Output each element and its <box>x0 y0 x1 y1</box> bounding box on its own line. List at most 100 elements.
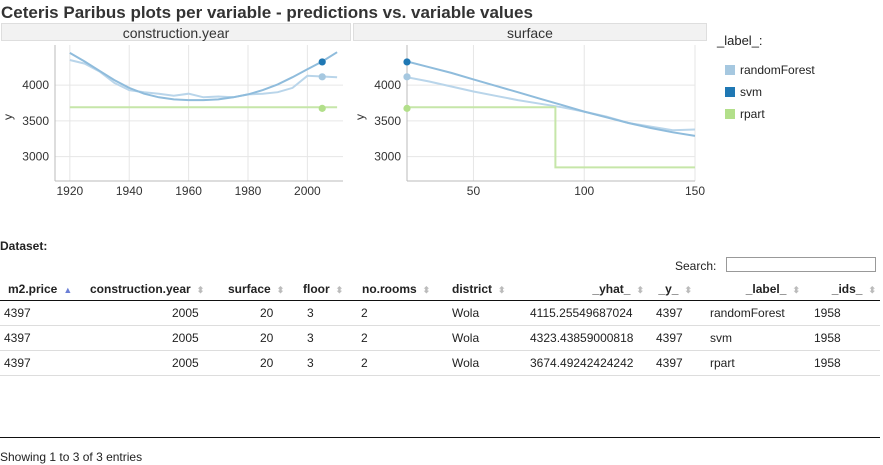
table-cell: 4397 <box>0 325 82 351</box>
x-tick-label: 1960 <box>175 184 202 198</box>
sort-both-icon: ⬍ <box>868 284 876 295</box>
chart-panel-1: 50 100 150 3000 3500 4000 y <box>353 45 705 198</box>
table-cell: 2005 <box>82 325 220 351</box>
column-header-m2-price[interactable]: m2.price ▲ <box>0 277 82 301</box>
sort-both-icon: ⬍ <box>792 284 800 295</box>
sort-both-icon: ⬍ <box>196 284 205 295</box>
legend-title: _label_: <box>717 33 763 48</box>
sort-both-icon: ⬍ <box>498 284 506 295</box>
table-cell: 3 <box>295 325 354 351</box>
x-tick-label: 1920 <box>56 184 83 198</box>
sort-both-icon: ⬍ <box>684 284 692 295</box>
legend-swatch <box>725 65 735 75</box>
search-label: Search: <box>675 259 717 273</box>
table-cell: 1958 <box>804 300 880 326</box>
column-header-ids[interactable]: _ids_ ⬍ <box>804 277 880 301</box>
series-line-svm <box>69 51 338 102</box>
sort-both-icon: ⬍ <box>276 284 285 295</box>
column-header-no-rooms[interactable]: no.rooms ⬍ <box>354 277 444 301</box>
y-tick-label: 4000 <box>22 78 49 92</box>
sort-ascending-icon: ▲ <box>63 284 73 295</box>
table-cell: Wola <box>444 300 516 326</box>
y-axis-title: y <box>353 114 367 120</box>
facet-strip-construction-year: construction.year <box>1 23 351 41</box>
table-row: 4397 2005 20 3 2 Wola 3674.49242424242 4… <box>0 350 880 376</box>
table-cell: 4397 <box>648 300 696 326</box>
legend-label: randomForest <box>740 63 815 77</box>
observation-point-randomforest <box>318 73 326 81</box>
y-tick-label: 4000 <box>374 78 401 92</box>
y-tick-label: 3500 <box>374 114 401 128</box>
observation-point-svm <box>403 58 411 66</box>
table-cell: 4323.43859000818 <box>516 325 648 351</box>
table-cell: Wola <box>444 325 516 351</box>
table-row: 4397 2005 20 3 2 Wola 4115.25549687024 4… <box>0 300 880 326</box>
dataset-table: m2.price ▲ construction.year ⬍ surface ⬍ fl… <box>0 277 880 376</box>
table-cell: 20 <box>220 350 295 376</box>
table-cell: 1958 <box>804 325 880 351</box>
series-line-svm <box>407 60 696 137</box>
x-tick-label: 50 <box>467 184 481 198</box>
table-cell: Wola <box>444 350 516 376</box>
table-cell: rpart <box>696 350 804 376</box>
chart-panel-0: 1920 1940 1960 1980 2000 3000 3500 4000 y <box>1 45 343 198</box>
table-info: Showing 1 to 3 of 3 entries <box>0 450 143 464</box>
table-footer-divider <box>0 437 880 438</box>
column-header-surface[interactable]: surface ⬍ <box>220 277 295 301</box>
search-input[interactable] <box>726 257 876 272</box>
legend-label: rpart <box>740 107 765 121</box>
x-tick-label: 1940 <box>116 184 143 198</box>
table-cell: 4397 <box>648 350 696 376</box>
table-cell: 3 <box>295 300 354 326</box>
table-cell: 20 <box>220 300 295 326</box>
table-cell: 4397 <box>0 350 82 376</box>
table-cell: svm <box>696 325 804 351</box>
page-title: Ceteris Paribus plots per variable - pre… <box>1 3 533 22</box>
y-axis-title: y <box>1 114 15 120</box>
y-tick-label: 3500 <box>22 114 49 128</box>
table-cell: 2 <box>354 350 444 376</box>
column-header-district[interactable]: district ⬍ <box>444 277 516 301</box>
table-cell: 4397 <box>648 325 696 351</box>
table-cell: 2005 <box>82 350 220 376</box>
column-header-label[interactable]: _label_ ⬍ <box>696 277 804 301</box>
observation-point-rpart <box>403 104 411 112</box>
observation-point-rpart <box>318 104 326 112</box>
column-header-construction-year[interactable]: construction.year ⬍ <box>82 277 220 301</box>
x-tick-label: 1980 <box>235 184 262 198</box>
table-header-row: m2.price ▲ construction.year ⬍ surface ⬍ fl… <box>0 277 880 301</box>
table-cell: 2005 <box>82 300 220 326</box>
series-line-rpart <box>407 106 695 169</box>
table-cell: 2 <box>354 300 444 326</box>
table-row: 4397 2005 20 3 2 Wola 4323.43859000818 4… <box>0 325 880 351</box>
x-tick-label: 150 <box>685 184 705 198</box>
column-header-floor[interactable]: floor ⬍ <box>295 277 354 301</box>
facet-strip-surface: surface <box>353 23 707 41</box>
table-cell: 3674.49242424242 <box>516 350 648 376</box>
table-cell: 4115.25549687024 <box>516 300 648 326</box>
legend-label: svm <box>740 85 762 99</box>
table-cell: 1958 <box>804 350 880 376</box>
y-tick-label: 3000 <box>374 150 401 164</box>
table-cell: 4397 <box>0 300 82 326</box>
column-header-y[interactable]: _y_ ⬍ <box>648 277 696 301</box>
table-cell: 2 <box>354 325 444 351</box>
legend-swatch <box>725 109 735 119</box>
x-tick-label: 2000 <box>294 184 321 198</box>
observation-point-svm <box>318 58 326 66</box>
column-header-yhat[interactable]: _yhat_ ⬍ <box>516 277 648 301</box>
observation-point-randomforest <box>403 73 411 81</box>
dataset-title: Dataset: <box>0 239 48 253</box>
table-cell: 20 <box>220 325 295 351</box>
series-line-randomforest <box>407 76 696 132</box>
ceteris-paribus-charts: 1920 1940 1960 1980 2000 3000 3500 4000 y 50 100 15… <box>1 45 705 198</box>
sort-both-icon: ⬍ <box>636 284 644 295</box>
sort-both-icon: ⬍ <box>422 284 431 295</box>
table-cell: 3 <box>295 350 354 376</box>
series-line-randomforest <box>69 59 338 99</box>
sort-both-icon: ⬍ <box>335 284 344 295</box>
legend-swatch <box>725 87 735 97</box>
x-tick-label: 100 <box>574 184 594 198</box>
y-tick-label: 3000 <box>22 150 49 164</box>
table-cell: randomForest <box>696 300 804 326</box>
